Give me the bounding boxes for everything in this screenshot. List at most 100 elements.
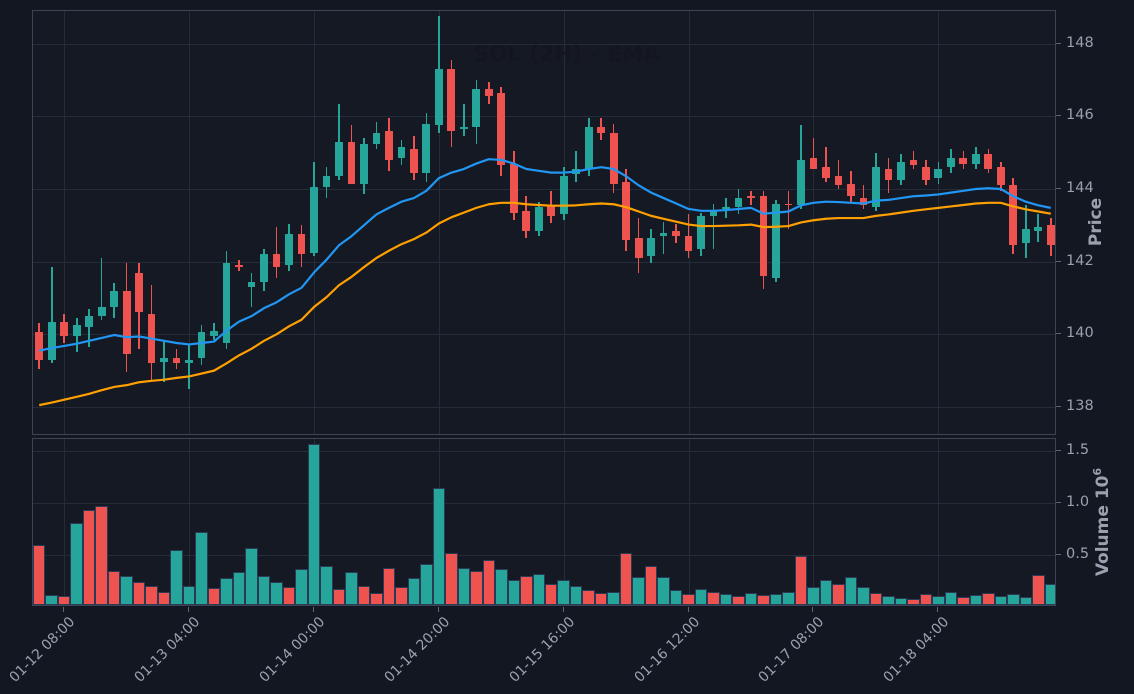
volume-bar[interactable]: [932, 595, 945, 605]
candlestick[interactable]: [385, 130, 393, 160]
volume-bar[interactable]: [170, 550, 183, 605]
candlestick[interactable]: [347, 141, 356, 184]
volume-bar[interactable]: [482, 560, 496, 605]
candlestick[interactable]: [360, 143, 368, 184]
volume-bar[interactable]: [694, 589, 708, 605]
candlestick[interactable]: [147, 314, 156, 364]
candlestick[interactable]: [160, 357, 168, 362]
candlestick[interactable]: [1034, 227, 1043, 231]
candlestick[interactable]: [222, 263, 231, 344]
candlestick[interactable]: [47, 321, 56, 360]
volume-bar[interactable]: [520, 575, 533, 605]
volume-bar[interactable]: [332, 589, 346, 605]
candlestick[interactable]: [1009, 185, 1018, 246]
candlestick[interactable]: [297, 234, 306, 255]
candlestick[interactable]: [372, 132, 381, 144]
volume-bar[interactable]: [682, 593, 695, 605]
candlestick[interactable]: [522, 210, 531, 231]
volume-bar[interactable]: [432, 487, 446, 605]
candlestick[interactable]: [922, 167, 930, 180]
volume-bar[interactable]: [220, 578, 233, 605]
candlestick[interactable]: [310, 187, 318, 253]
candlestick[interactable]: [60, 321, 69, 337]
volume-bar[interactable]: [157, 591, 171, 605]
volume-bar[interactable]: [270, 582, 283, 605]
volume-bar[interactable]: [719, 593, 733, 605]
volume-bar[interactable]: [420, 563, 433, 605]
candlestick[interactable]: [185, 359, 193, 364]
volume-bar[interactable]: [607, 591, 620, 605]
candlestick[interactable]: [272, 254, 281, 268]
candlestick[interactable]: [534, 207, 543, 231]
volume-bar[interactable]: [470, 570, 483, 605]
candlestick[interactable]: [597, 127, 606, 133]
candlestick[interactable]: [934, 169, 943, 179]
volume-bar[interactable]: [794, 556, 808, 605]
candlestick[interactable]: [772, 203, 780, 278]
candlestick[interactable]: [884, 169, 893, 180]
volume-bar[interactable]: [457, 567, 471, 605]
candlestick[interactable]: [946, 158, 955, 168]
candlestick[interactable]: [1021, 228, 1030, 244]
volume-bar[interactable]: [195, 532, 208, 605]
candlestick[interactable]: [1046, 225, 1055, 246]
volume-bar[interactable]: [869, 592, 883, 605]
candlestick[interactable]: [235, 265, 243, 268]
volume-bar[interactable]: [182, 586, 196, 605]
candlestick[interactable]: [872, 167, 880, 208]
volume-bar[interactable]: [819, 580, 833, 605]
volume-bar[interactable]: [944, 591, 958, 605]
candlestick[interactable]: [97, 307, 106, 317]
volume-chart-panel[interactable]: [32, 438, 1056, 606]
volume-bar[interactable]: [132, 582, 146, 605]
volume-bar[interactable]: [82, 509, 96, 605]
volume-bar[interactable]: [957, 596, 970, 605]
volume-bar[interactable]: [857, 587, 870, 605]
candlestick[interactable]: [397, 147, 406, 159]
candlestick[interactable]: [410, 149, 418, 173]
candlestick[interactable]: [622, 181, 631, 240]
candlestick[interactable]: [72, 325, 81, 337]
candlestick[interactable]: [672, 230, 680, 237]
candlestick[interactable]: [285, 234, 293, 266]
candlestick[interactable]: [659, 232, 668, 237]
volume-bar[interactable]: [632, 577, 645, 605]
candlestick[interactable]: [971, 154, 980, 164]
volume-bar[interactable]: [95, 506, 108, 605]
volume-bar[interactable]: [582, 590, 595, 605]
volume-bar[interactable]: [807, 587, 820, 605]
volume-bar[interactable]: [882, 595, 895, 605]
volume-bar[interactable]: [320, 565, 333, 605]
candlestick[interactable]: [484, 89, 493, 97]
candlestick[interactable]: [834, 176, 843, 186]
volume-bar[interactable]: [707, 591, 720, 605]
candlestick[interactable]: [247, 281, 256, 288]
volume-bar[interactable]: [145, 586, 158, 605]
volume-bar[interactable]: [120, 575, 133, 605]
volume-bar[interactable]: [495, 568, 508, 605]
volume-bar[interactable]: [769, 593, 783, 605]
volume-bar[interactable]: [307, 444, 321, 605]
volume-bar[interactable]: [257, 575, 271, 605]
volume-bar[interactable]: [569, 586, 583, 605]
candlestick[interactable]: [85, 316, 94, 328]
volume-bar[interactable]: [644, 565, 658, 605]
volume-bar[interactable]: [907, 598, 920, 605]
volume-bar[interactable]: [282, 587, 296, 605]
volume-bar[interactable]: [832, 584, 845, 605]
volume-bar[interactable]: [919, 593, 933, 605]
volume-bar[interactable]: [445, 553, 458, 605]
candlestick[interactable]: [110, 290, 119, 308]
candlestick[interactable]: [722, 207, 730, 209]
volume-bar[interactable]: [1044, 584, 1055, 605]
candlestick[interactable]: [909, 159, 918, 166]
candlestick[interactable]: [609, 132, 618, 184]
candlestick[interactable]: [759, 196, 768, 277]
volume-bar[interactable]: [357, 586, 371, 605]
volume-bar[interactable]: [507, 580, 521, 605]
candlestick[interactable]: [996, 167, 1005, 186]
candlestick[interactable]: [709, 210, 718, 217]
candlestick[interactable]: [572, 169, 581, 175]
candlestick[interactable]: [959, 158, 968, 164]
candlestick[interactable]: [584, 127, 593, 169]
